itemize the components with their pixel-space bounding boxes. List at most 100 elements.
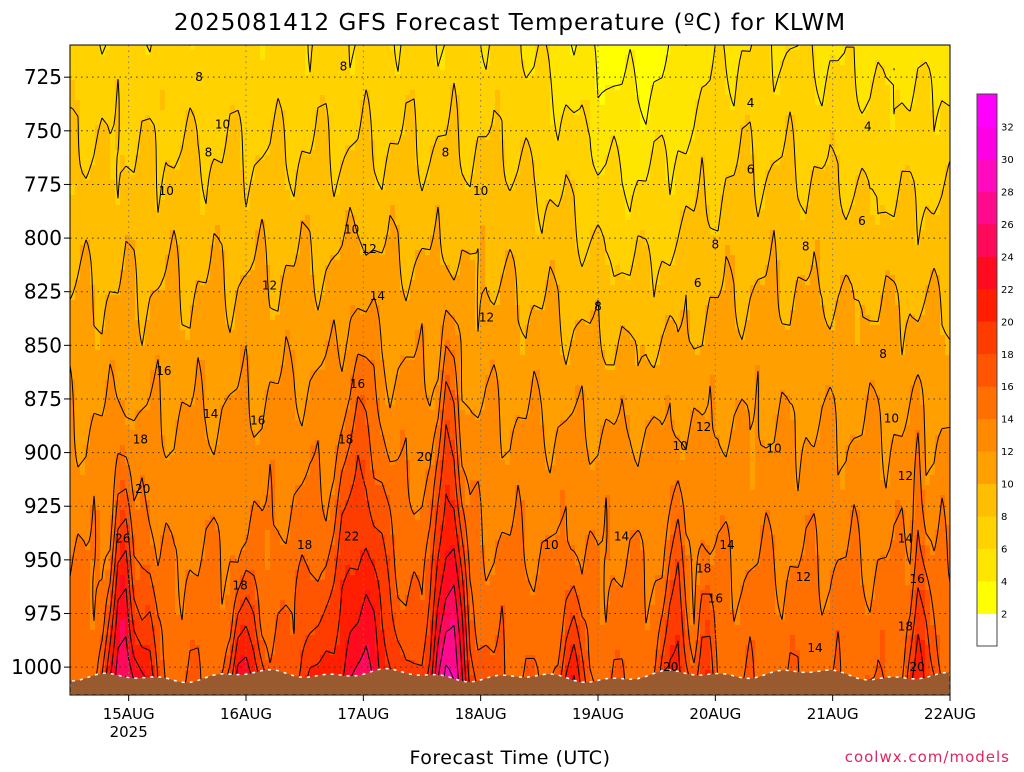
contour-label: 14 [203, 407, 218, 421]
x-tick-label: 15AUG [103, 705, 155, 723]
legend-label: 10 [1001, 480, 1014, 491]
legend-label: 8 [1001, 512, 1007, 523]
legend-label: 16 [1001, 382, 1014, 393]
legend-swatch [977, 94, 997, 127]
y-tick-label: 975 [24, 601, 62, 625]
contour-label: 8 [712, 238, 720, 252]
legend-label: 28 [1001, 187, 1014, 198]
contour-label: 8 [594, 300, 602, 314]
y-tick-label: 950 [24, 548, 62, 572]
contour-label: 18 [898, 619, 913, 633]
x-tick-label: 19AUG [572, 705, 624, 723]
contour-label: 4 [747, 96, 755, 110]
legend-label: 32 [1001, 122, 1014, 133]
contour-label: 8 [205, 145, 213, 159]
legend-swatch [977, 549, 997, 582]
contour-label: 14 [370, 289, 385, 303]
contour-label: 18 [338, 433, 353, 447]
legend-swatch [977, 386, 997, 419]
contour-label: 18 [297, 538, 312, 552]
contour-label: 16 [708, 591, 723, 605]
contour-label: 16 [250, 413, 265, 427]
contour-label: 6 [858, 214, 866, 228]
contour-label: 12 [262, 278, 277, 292]
legend-swatch [977, 256, 997, 289]
legend-swatch [977, 354, 997, 387]
x-tick-label: 20AUG [689, 705, 741, 723]
contour-label: 14 [614, 529, 629, 543]
legend-swatch [977, 224, 997, 257]
y-tick-label: 900 [24, 441, 62, 465]
legend-swatch [977, 581, 997, 614]
y-tick-label: 875 [24, 387, 62, 411]
temperature-field [70, 45, 951, 696]
y-tick-label: 750 [24, 119, 62, 143]
contour-label: 10 [672, 439, 687, 453]
legend-label: 2 [1001, 610, 1007, 621]
contour-label: 6 [747, 162, 755, 176]
x-tick-label: 16AUG [220, 705, 272, 723]
x-tick-label: 22AUG [924, 705, 976, 723]
contour-label: 10 [344, 222, 359, 236]
legend-swatch [977, 451, 997, 484]
contour-label: 10 [215, 117, 230, 131]
contour-label: 8 [802, 240, 810, 254]
contour-label: 8 [879, 347, 887, 361]
contour-label: 20 [663, 660, 678, 674]
contour-label: 10 [473, 184, 488, 198]
legend-swatch [977, 191, 997, 224]
legend-label: 24 [1001, 252, 1014, 263]
source-credit: coolwx.com/models [845, 748, 1010, 766]
contour-label: 4 [864, 120, 872, 134]
legend-swatch [977, 321, 997, 354]
legend-label: 18 [1001, 350, 1014, 361]
contour-label: 8 [442, 145, 450, 159]
legend-label: 30 [1001, 155, 1014, 166]
contour-label: 8 [340, 59, 348, 73]
legend-swatch [977, 419, 997, 452]
contour-label: 26 [115, 531, 130, 545]
x-year-label: 2025 [110, 723, 148, 741]
legend-label: 22 [1001, 285, 1014, 296]
x-tick-label: 18AUG [455, 705, 507, 723]
contour-label: 20 [135, 482, 150, 496]
contour-label: 14 [807, 641, 822, 655]
y-tick-label: 725 [24, 65, 62, 89]
legend-swatch [977, 614, 997, 647]
legend-swatch [977, 159, 997, 192]
contour-label: 18 [133, 433, 148, 447]
contour-label: 18 [232, 579, 247, 593]
y-tick-label: 800 [24, 226, 62, 250]
legend-swatch [977, 126, 997, 159]
legend-swatch [977, 484, 997, 517]
contour-label: 12 [479, 310, 494, 324]
legend-label: 20 [1001, 317, 1014, 328]
contour-label: 12 [362, 242, 377, 256]
legend-label: 14 [1001, 415, 1014, 426]
y-tick-label: 1000 [11, 655, 62, 679]
contour-label: 12 [898, 469, 913, 483]
legend-label: 4 [1001, 577, 1007, 588]
contour-label: 16 [156, 364, 171, 378]
contour-label: 10 [543, 538, 558, 552]
contour-label: 20 [417, 450, 432, 464]
legend-swatch [977, 289, 997, 322]
x-tick-label: 21AUG [807, 705, 859, 723]
contour-label: 10 [766, 441, 781, 455]
contour-label: 12 [696, 420, 711, 434]
legend-swatch [977, 516, 997, 549]
legend-label: 6 [1001, 545, 1007, 556]
y-tick-label: 925 [24, 494, 62, 518]
contour-label: 20 [910, 660, 925, 674]
contour-label: 10 [159, 184, 174, 198]
y-tick-label: 775 [24, 172, 62, 196]
contour-label: 12 [796, 570, 811, 584]
contour-label: 14 [898, 531, 913, 545]
contour-label: 18 [696, 561, 711, 575]
y-tick-label: 850 [24, 333, 62, 357]
